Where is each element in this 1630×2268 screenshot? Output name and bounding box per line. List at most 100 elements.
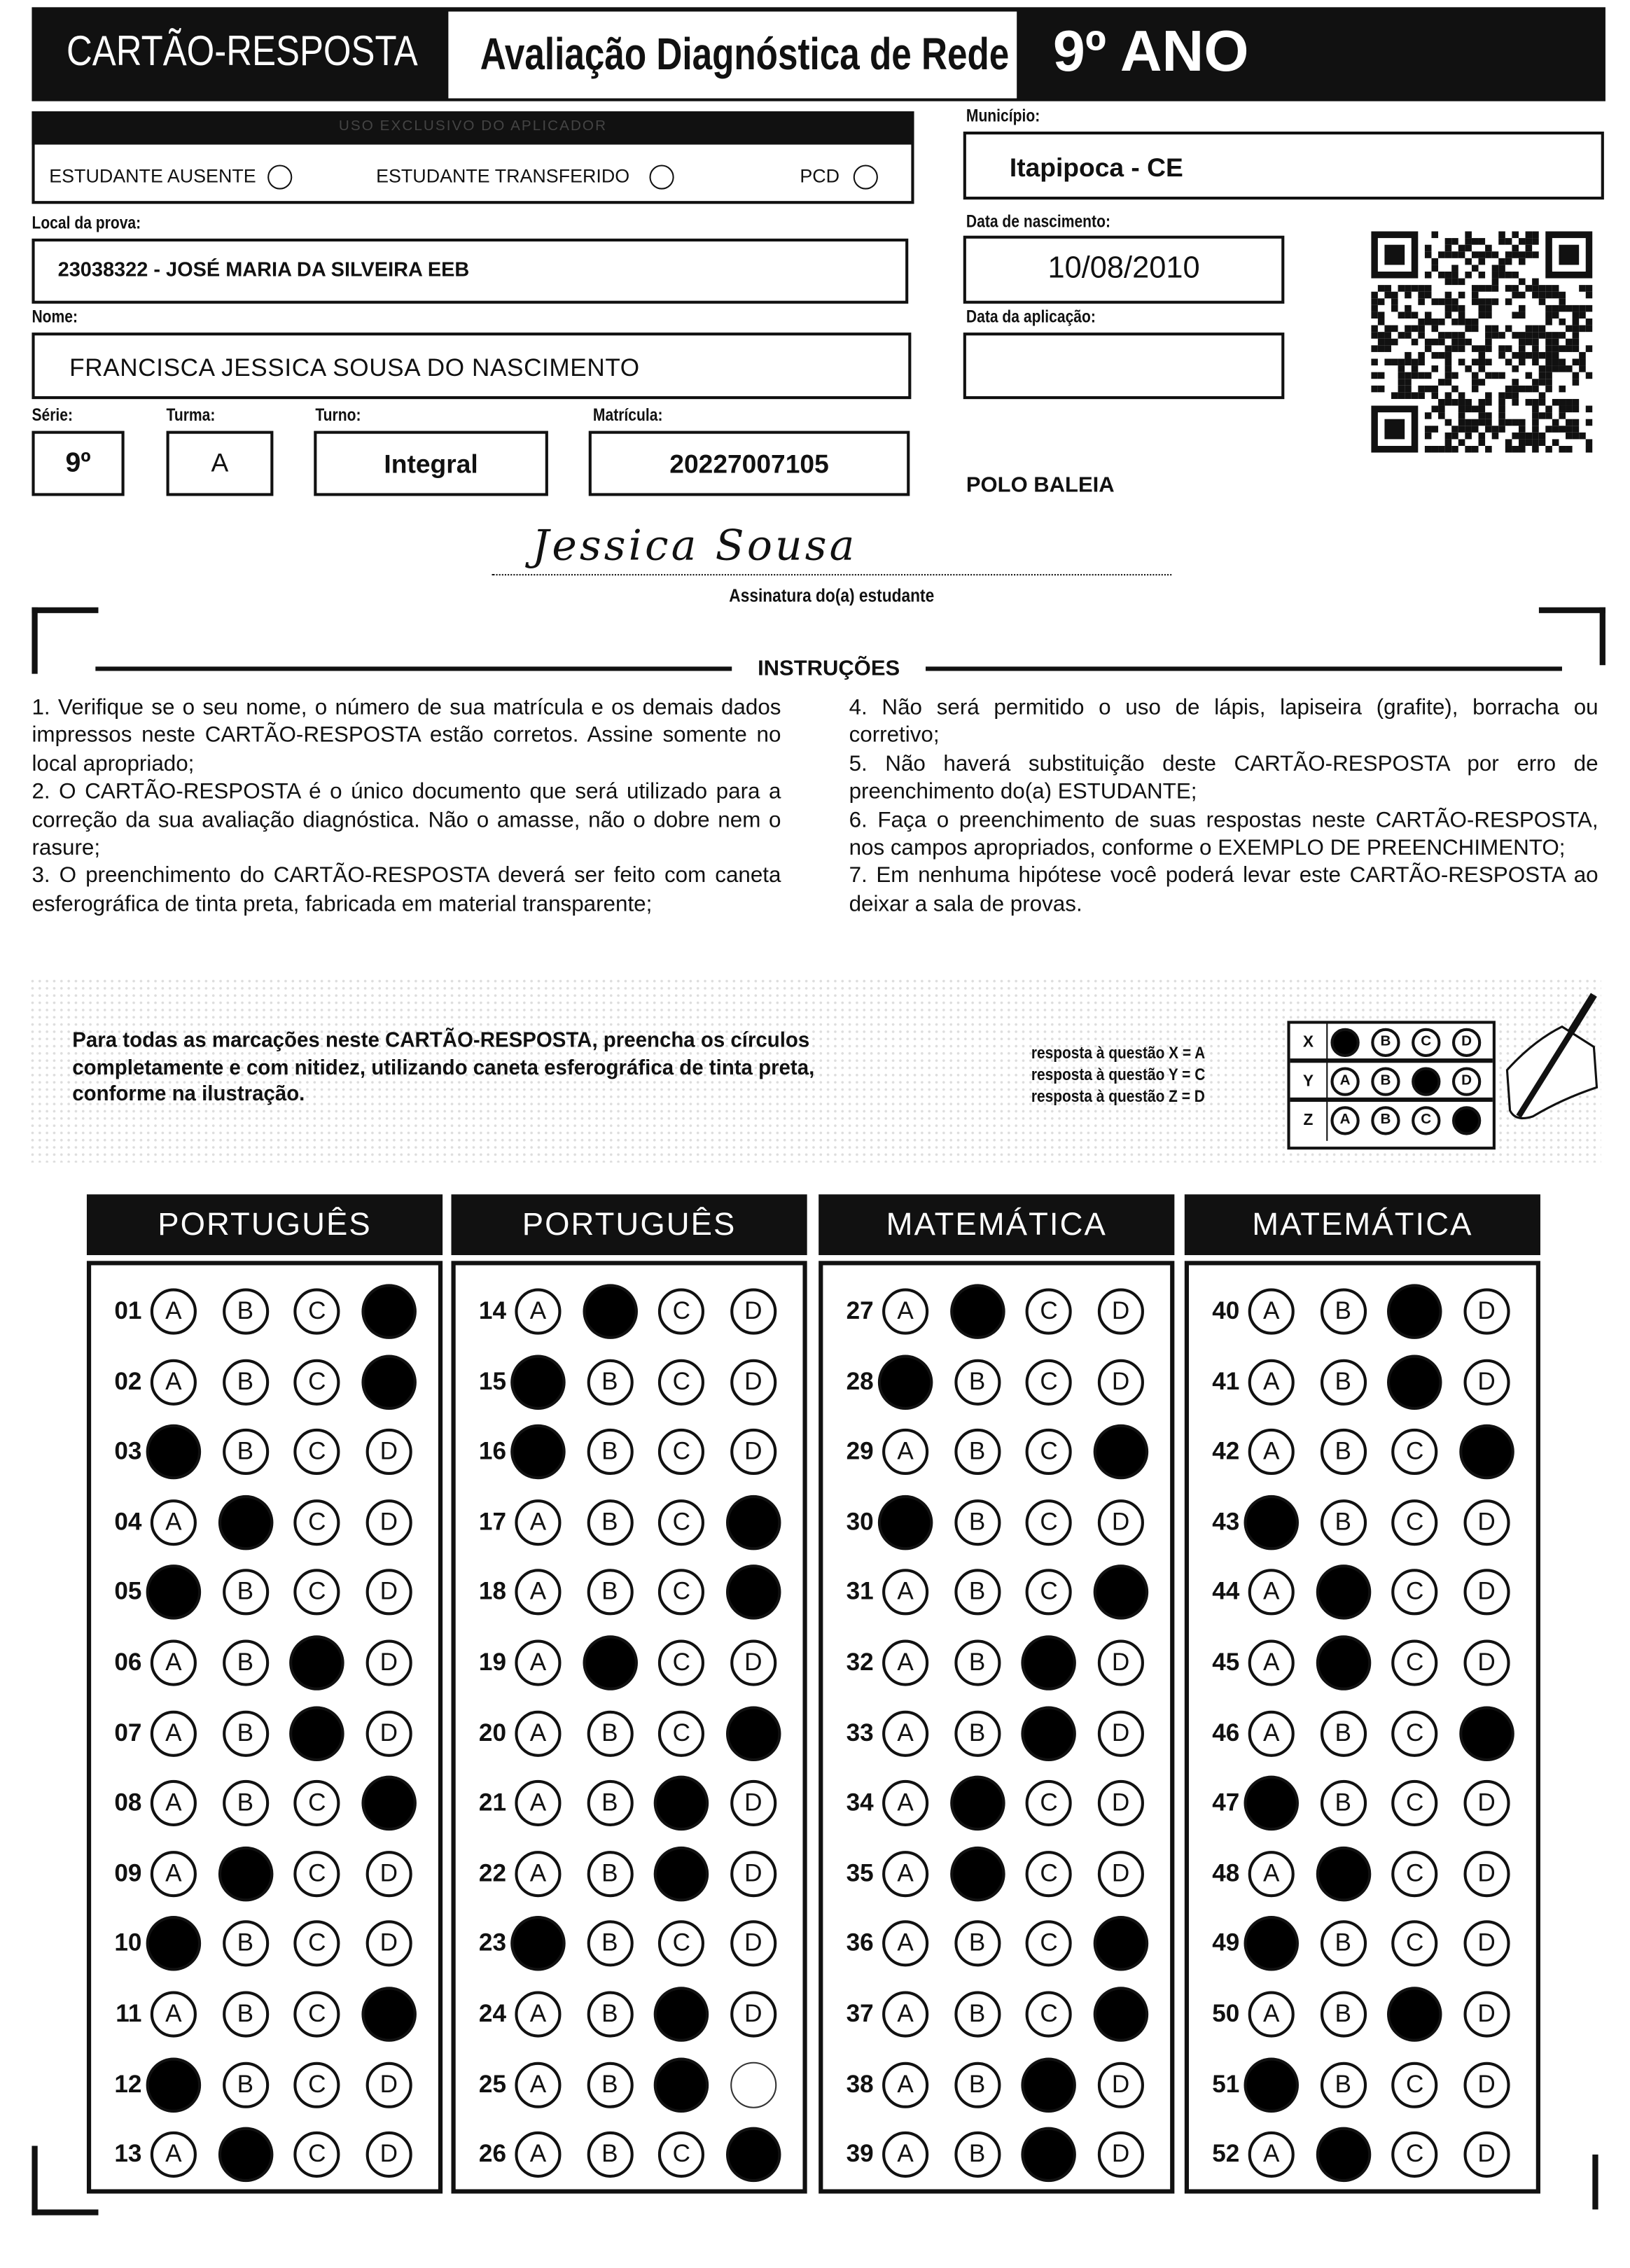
answer-bubble-d[interactable]: D <box>1093 1564 1148 1620</box>
answer-bubble-c[interactable]: C <box>1025 1921 1073 1968</box>
answer-bubble-d[interactable]: D <box>1463 1288 1510 1335</box>
answer-bubble-a[interactable]: A <box>510 1354 566 1410</box>
answer-bubble-a[interactable]: A <box>1248 1850 1295 1897</box>
answer-bubble-a[interactable]: A <box>146 2057 202 2113</box>
answer-bubble-d[interactable]: D <box>1097 2132 1144 2178</box>
answer-bubble-c[interactable]: C <box>293 1288 340 1335</box>
answer-bubble-c[interactable]: C <box>1021 1705 1077 1761</box>
answer-bubble-b[interactable]: B <box>954 2061 1001 2108</box>
answer-bubble-a[interactable]: A <box>150 1709 197 1756</box>
answer-bubble-a[interactable]: A <box>515 1639 562 1686</box>
answer-bubble-a[interactable]: A <box>1248 1709 1295 1756</box>
answer-bubble-d[interactable]: D <box>1097 1709 1144 1756</box>
answer-bubble-c[interactable]: C <box>654 1776 709 1831</box>
answer-bubble-b[interactable]: B <box>954 1991 1001 2038</box>
option-pcd-radio[interactable] <box>854 164 879 190</box>
answer-bubble-b[interactable]: B <box>1320 1780 1367 1827</box>
answer-bubble-d[interactable]: D <box>1463 2061 1510 2108</box>
answer-bubble-d[interactable]: D <box>361 1987 417 2042</box>
answer-bubble-d[interactable]: D <box>1463 1921 1510 1968</box>
answer-bubble-c[interactable]: C <box>658 1639 705 1686</box>
answer-bubble-a[interactable]: A <box>150 1639 197 1686</box>
answer-bubble-a[interactable]: A <box>1248 1639 1295 1686</box>
answer-bubble-b[interactable]: B <box>954 1358 1001 1406</box>
answer-bubble-a[interactable]: A <box>882 1850 929 1897</box>
answer-bubble-b[interactable]: B <box>954 1921 1001 1968</box>
answer-bubble-b[interactable]: B <box>586 1991 633 2038</box>
answer-bubble-a[interactable]: A <box>150 1991 197 2038</box>
answer-bubble-a[interactable]: A <box>150 1358 197 1406</box>
answer-bubble-b[interactable]: B <box>222 1780 269 1827</box>
answer-bubble-a[interactable]: A <box>515 1569 562 1616</box>
answer-bubble-d[interactable]: D <box>361 1354 417 1410</box>
answer-bubble-c[interactable]: C <box>1025 1780 1073 1827</box>
answer-bubble-a[interactable]: A <box>515 1288 562 1335</box>
answer-bubble-b[interactable]: B <box>949 1284 1005 1339</box>
answer-bubble-d[interactable]: D <box>725 1705 781 1761</box>
answer-bubble-c[interactable]: C <box>1391 2061 1438 2108</box>
answer-bubble-c[interactable]: C <box>1387 1987 1442 2042</box>
answer-bubble-c[interactable]: C <box>1025 1991 1073 2038</box>
answer-bubble-d[interactable]: D <box>730 1639 776 1686</box>
answer-bubble-d[interactable]: D <box>1097 1639 1144 1686</box>
answer-bubble-d[interactable]: D <box>1463 1780 1510 1827</box>
answer-bubble-d[interactable]: D <box>365 1569 412 1616</box>
answer-bubble-d[interactable]: D <box>1463 1850 1510 1897</box>
answer-bubble-a[interactable]: A <box>1244 1916 1299 1972</box>
answer-bubble-c[interactable]: C <box>293 1358 340 1406</box>
answer-bubble-a[interactable]: A <box>150 1288 197 1335</box>
answer-bubble-d[interactable]: D <box>1093 1987 1148 2042</box>
answer-bubble-d[interactable]: D <box>361 1284 417 1339</box>
option-transferred[interactable]: ESTUDANTE TRANSFERIDO <box>376 164 675 190</box>
answer-bubble-b[interactable]: B <box>1320 2061 1367 2108</box>
answer-bubble-c[interactable]: C <box>1021 2127 1077 2183</box>
answer-bubble-c[interactable]: C <box>293 1921 340 1968</box>
answer-bubble-b[interactable]: B <box>954 2132 1001 2178</box>
answer-bubble-b[interactable]: B <box>222 2061 269 2108</box>
answer-bubble-c[interactable]: C <box>1391 1499 1438 1546</box>
answer-bubble-c[interactable]: C <box>293 1991 340 2038</box>
answer-bubble-b[interactable]: B <box>1320 1429 1367 1476</box>
answer-bubble-b[interactable]: B <box>222 1709 269 1756</box>
answer-bubble-a[interactable]: A <box>882 1639 929 1686</box>
answer-bubble-c[interactable]: C <box>1391 1850 1438 1897</box>
answer-bubble-d[interactable]: D <box>1463 2132 1510 2178</box>
answer-bubble-b[interactable]: B <box>586 1709 633 1756</box>
answer-bubble-c[interactable]: C <box>658 1358 705 1406</box>
answer-bubble-a[interactable]: A <box>515 1780 562 1827</box>
answer-bubble-a[interactable]: A <box>1248 1288 1295 1335</box>
option-transferred-radio[interactable] <box>650 164 675 190</box>
answer-bubble-c[interactable]: C <box>1025 1499 1073 1546</box>
answer-bubble-a[interactable]: A <box>882 1569 929 1616</box>
answer-bubble-c[interactable]: C <box>654 1987 709 2042</box>
answer-bubble-a[interactable]: A <box>150 1499 197 1546</box>
answer-bubble-c[interactable]: C <box>1025 1429 1073 1476</box>
answer-bubble-a[interactable]: A <box>882 1991 929 2038</box>
answer-bubble-b[interactable]: B <box>582 1284 638 1339</box>
answer-bubble-c[interactable]: C <box>658 1499 705 1546</box>
answer-bubble-c[interactable]: C <box>1021 2057 1077 2113</box>
answer-bubble-c[interactable]: C <box>1391 1429 1438 1476</box>
answer-bubble-b[interactable]: B <box>222 1288 269 1335</box>
answer-bubble-b[interactable]: B <box>954 1499 1001 1546</box>
answer-bubble-c[interactable]: C <box>654 2057 709 2113</box>
answer-bubble-a[interactable]: A <box>515 1850 562 1897</box>
answer-bubble-d[interactable]: D <box>361 1776 417 1831</box>
answer-bubble-d[interactable]: D <box>730 1921 776 1968</box>
answer-bubble-c[interactable]: C <box>658 1921 705 1968</box>
option-absent-radio[interactable] <box>267 164 293 190</box>
answer-bubble-d[interactable]: D <box>1097 1499 1144 1546</box>
answer-bubble-d[interactable]: D <box>725 1494 781 1550</box>
answer-bubble-d[interactable]: D <box>1463 1499 1510 1546</box>
answer-bubble-b[interactable]: B <box>586 1499 633 1546</box>
answer-bubble-d[interactable]: D <box>1097 1358 1144 1406</box>
answer-bubble-b[interactable]: B <box>586 2132 633 2178</box>
answer-bubble-b[interactable]: B <box>218 2127 273 2183</box>
answer-bubble-d[interactable]: D <box>1463 1569 1510 1616</box>
answer-bubble-b[interactable]: B <box>1320 1709 1367 1756</box>
answer-bubble-b[interactable]: B <box>954 1709 1001 1756</box>
answer-bubble-b[interactable]: B <box>1315 2127 1371 2183</box>
answer-bubble-d[interactable]: D <box>1097 1288 1144 1335</box>
answer-bubble-a[interactable]: A <box>515 2061 562 2108</box>
answer-bubble-a[interactable]: A <box>510 1424 566 1480</box>
